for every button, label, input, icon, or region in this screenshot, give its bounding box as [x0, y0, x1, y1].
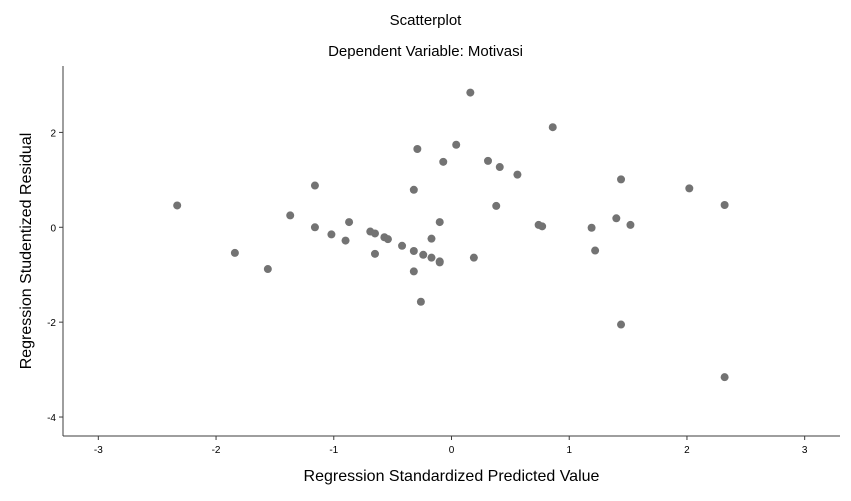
data-point — [617, 320, 626, 329]
data-point — [435, 258, 444, 267]
x-tick-label: -2 — [212, 445, 221, 456]
data-point — [587, 223, 596, 232]
x-tick-label: 3 — [802, 445, 808, 456]
x-tick-label: -1 — [329, 445, 338, 456]
data-point — [409, 185, 418, 194]
data-point — [452, 140, 461, 149]
data-point — [626, 220, 635, 229]
data-point — [370, 229, 379, 238]
data-point — [685, 184, 694, 193]
chart-subtitle: Dependent Variable: Motivasi — [328, 43, 523, 60]
data-point — [286, 211, 295, 220]
data-point — [548, 123, 557, 132]
data-point — [612, 214, 621, 223]
data-point — [469, 253, 478, 262]
y-axis-label: Regression Studentized Residual — [18, 132, 35, 370]
x-axis-label: Regression Standardized Predicted Value — [303, 468, 600, 485]
data-point — [173, 201, 182, 210]
data-point — [263, 265, 272, 274]
data-point — [513, 170, 522, 179]
data-point — [327, 230, 336, 239]
data-point — [720, 373, 729, 382]
data-point — [398, 241, 407, 250]
data-point — [427, 253, 436, 262]
data-point — [383, 235, 392, 244]
data-point — [416, 297, 425, 306]
data-point — [435, 218, 444, 227]
data-point — [409, 267, 418, 276]
data-point — [591, 246, 600, 255]
data-points — [173, 88, 729, 382]
data-point — [538, 222, 547, 231]
data-point — [370, 249, 379, 258]
x-tick-label: 0 — [449, 445, 455, 456]
y-tick-label: 2 — [50, 128, 56, 139]
data-point — [492, 201, 501, 210]
data-point — [310, 223, 319, 232]
data-point — [483, 156, 492, 165]
data-point — [439, 157, 448, 166]
data-point — [413, 145, 422, 154]
y-tick-label: -2 — [47, 318, 56, 329]
data-point — [345, 218, 354, 227]
data-point — [409, 247, 418, 255]
data-point — [427, 234, 436, 243]
data-point — [617, 175, 626, 184]
y-tick-label: -4 — [47, 413, 56, 424]
chart-title: Scatterplot — [389, 12, 462, 29]
data-point — [466, 88, 475, 97]
data-point — [419, 250, 428, 259]
data-point — [310, 181, 319, 190]
x-tick-label: 2 — [684, 445, 690, 456]
tick-labels: -3 -2 -1 0 1 2 3 2 0 -2 -4 — [47, 128, 808, 456]
data-point — [720, 200, 729, 209]
data-point — [495, 163, 504, 172]
data-point — [341, 236, 350, 245]
data-point — [230, 248, 239, 257]
x-tick-label: -3 — [94, 445, 103, 456]
x-tick-label: 1 — [566, 445, 572, 456]
y-tick-label: 0 — [50, 223, 56, 234]
